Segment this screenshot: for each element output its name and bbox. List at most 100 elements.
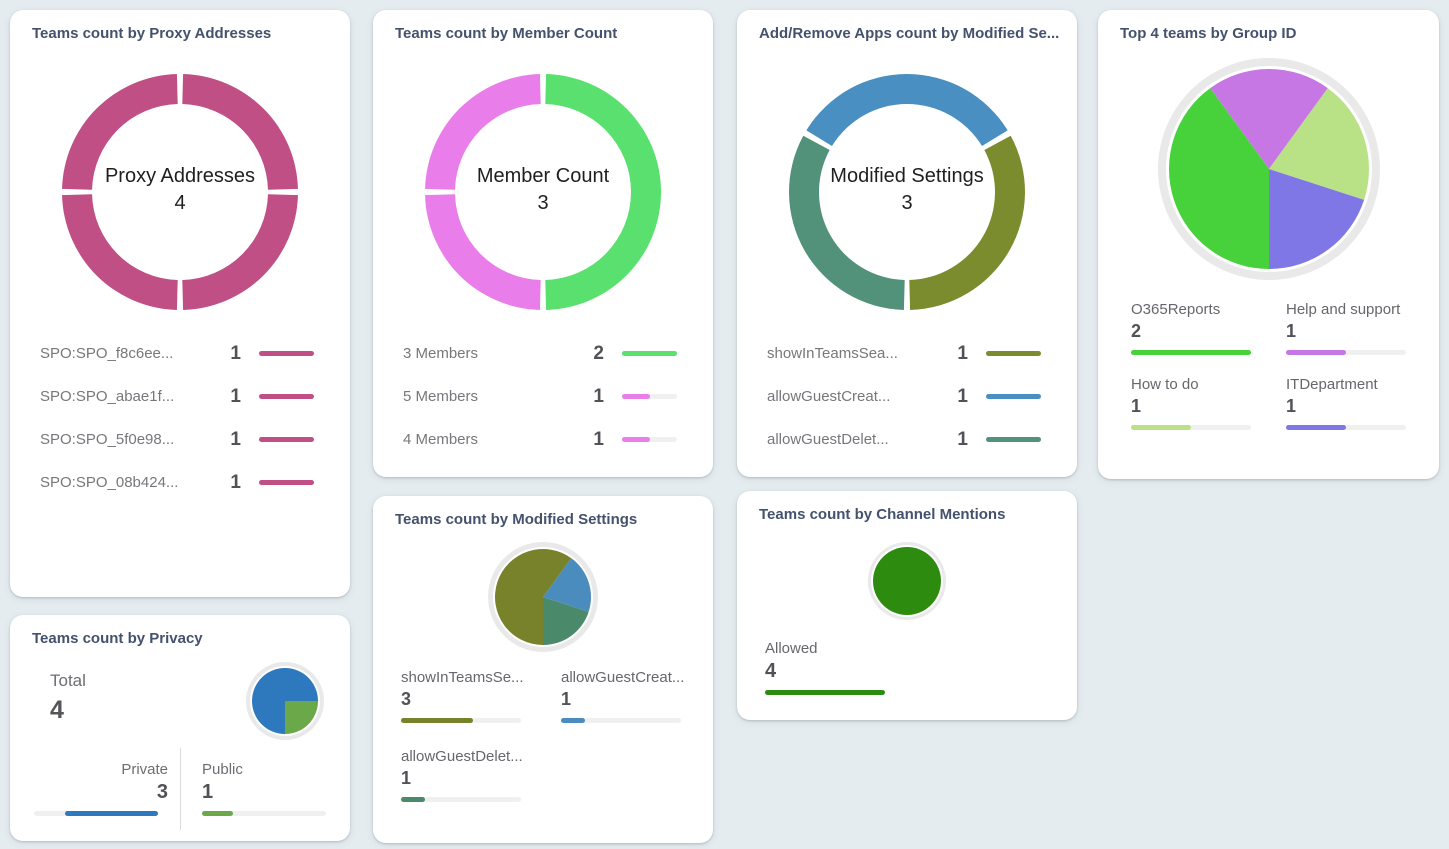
- modified-settings-pie-chart[interactable]: [486, 540, 600, 654]
- legend-bar: [986, 351, 1041, 356]
- legend-value: 1: [957, 342, 968, 364]
- legend-item[interactable]: SPO:SPO_5f0e98... 1: [40, 418, 314, 461]
- legend-bar: [34, 811, 158, 816]
- legend-label: showInTeamsSea...: [767, 345, 898, 362]
- legend-value: 1: [593, 385, 604, 407]
- legend-label: allowGuestDelet...: [767, 431, 889, 448]
- legend-value: 1: [230, 385, 241, 407]
- group-id-pie-chart[interactable]: [1156, 56, 1382, 282]
- legend-item[interactable]: showInTeamsSe... 3: [401, 668, 561, 723]
- legend-item[interactable]: SPO:SPO_f8c6ee... 1: [40, 332, 314, 375]
- proxy-addresses-donut-chart[interactable]: [60, 72, 300, 312]
- card-top-teams-by-group-id: Top 4 teams by Group ID O365Reports 2 He…: [1098, 10, 1439, 479]
- legend-bar: [986, 437, 1041, 442]
- legend-bar: [259, 480, 314, 485]
- legend-bar: [1131, 350, 1251, 355]
- legend-label: ITDepartment: [1286, 376, 1378, 393]
- card-title: Teams count by Channel Mentions: [759, 506, 1006, 523]
- card-teams-by-proxy-addresses: Teams count by Proxy Addresses Proxy Add…: [10, 10, 350, 597]
- legend-bar: [561, 718, 681, 723]
- legend-bar: [259, 394, 314, 399]
- legend-item[interactable]: allowGuestCreat... 1: [561, 668, 713, 723]
- legend-label: 5 Members: [403, 388, 479, 405]
- legend: O365Reports 2 Help and support 1 How to …: [1131, 300, 1408, 430]
- legend-item[interactable]: SPO:SPO_08b424... 1: [40, 461, 314, 504]
- legend-item[interactable]: Help and support 1: [1286, 300, 1408, 355]
- legend-bar: [1286, 350, 1406, 355]
- legend-item[interactable]: showInTeamsSea... 1: [767, 332, 1041, 375]
- legend-value: 1: [593, 428, 604, 450]
- legend-label: SPO:SPO_abae1f...: [40, 388, 175, 405]
- legend-value: 1: [1286, 396, 1297, 416]
- legend-item[interactable]: O365Reports 2: [1131, 300, 1253, 355]
- legend-label: showInTeamsSe...: [401, 669, 524, 686]
- legend-bar: [622, 437, 677, 442]
- legend-item[interactable]: How to do 1: [1131, 375, 1253, 430]
- card-apps-by-modified-settings: Add/Remove Apps count by Modified Se... …: [737, 10, 1077, 477]
- legend-label: Allowed: [765, 640, 818, 657]
- legend-label: SPO:SPO_f8c6ee...: [40, 345, 174, 362]
- card-teams-by-privacy: Teams count by Privacy Total 4 Private 3…: [10, 615, 350, 841]
- legend-item[interactable]: allowGuestCreat... 1: [767, 375, 1041, 418]
- legend-label: allowGuestCreat...: [561, 669, 685, 686]
- legend-bar: [259, 437, 314, 442]
- legend-item[interactable]: allowGuestDelet... 1: [767, 418, 1041, 461]
- card-title: Teams count by Privacy: [32, 630, 203, 647]
- card-title: Add/Remove Apps count by Modified Se...: [759, 25, 1059, 42]
- legend-item[interactable]: 4 Members 1: [403, 418, 677, 461]
- legend-label: Public: [202, 761, 243, 778]
- legend-bar: [765, 690, 885, 695]
- privacy-pie-chart[interactable]: [244, 660, 326, 742]
- legend-value: 1: [202, 781, 214, 803]
- card-title: Teams count by Modified Settings: [395, 511, 638, 528]
- legend-label: Private: [121, 761, 168, 778]
- legend-value: 1: [1131, 396, 1142, 416]
- legend-value: 1: [230, 471, 241, 493]
- legend-label: O365Reports: [1131, 301, 1221, 318]
- legend-label: SPO:SPO_5f0e98...: [40, 431, 175, 448]
- legend-bar: [202, 811, 326, 816]
- modified-settings-donut-chart[interactable]: [787, 72, 1027, 312]
- legend-label: 3 Members: [403, 345, 479, 362]
- legend-value: 1: [957, 385, 968, 407]
- legend-item[interactable]: 3 Members 2: [403, 332, 677, 375]
- legend-bar: [1131, 425, 1251, 430]
- legend-bar: [401, 718, 521, 723]
- legend: showInTeamsSe... 3 allowGuestCreat... 1 …: [401, 668, 713, 802]
- legend-value: 4: [765, 660, 777, 682]
- legend-item[interactable]: ITDepartment 1: [1286, 375, 1408, 430]
- card-teams-by-modified-settings: Teams count by Modified Settings showInT…: [373, 496, 713, 843]
- legend-item[interactable]: allowGuestDelet... 1: [401, 747, 561, 802]
- legend-value: 1: [230, 342, 241, 364]
- legend-value: 3: [156, 781, 168, 803]
- legend-value: 2: [593, 342, 604, 364]
- card-teams-by-member-count: Teams count by Member Count Member Count…: [373, 10, 713, 477]
- legend-label: allowGuestDelet...: [401, 748, 523, 765]
- member-count-donut-chart[interactable]: [423, 72, 663, 312]
- legend-bar: [259, 351, 314, 356]
- legend-label: allowGuestCreat...: [767, 388, 891, 405]
- legend-bar: [401, 797, 521, 802]
- legend-value: 1: [957, 428, 968, 450]
- legend: SPO:SPO_f8c6ee... 1 SPO:SPO_abae1f... 1 …: [40, 332, 314, 504]
- total-label: Total: [50, 671, 86, 690]
- legend-item-private[interactable]: Private 3: [34, 760, 168, 816]
- legend-label: How to do: [1131, 376, 1199, 393]
- legend-item[interactable]: 5 Members 1: [403, 375, 677, 418]
- total-block: Total 4: [50, 671, 86, 725]
- legend-value: 3: [401, 689, 412, 709]
- legend-label: SPO:SPO_08b424...: [40, 474, 179, 491]
- card-title: Teams count by Proxy Addresses: [32, 25, 272, 42]
- channel-mentions-pie-chart[interactable]: [866, 540, 948, 622]
- legend-item-public[interactable]: Public 1: [202, 760, 328, 816]
- card-title: Teams count by Member Count: [395, 25, 618, 42]
- legend-item-allowed[interactable]: Allowed 4: [765, 639, 885, 695]
- card-title: Top 4 teams by Group ID: [1120, 25, 1297, 42]
- legend-value: 1: [230, 428, 241, 450]
- legend-bar: [1286, 425, 1406, 430]
- legend-value: 1: [561, 689, 572, 709]
- legend-item[interactable]: SPO:SPO_abae1f... 1: [40, 375, 314, 418]
- legend-bar: [622, 394, 677, 399]
- legend-value: 2: [1131, 321, 1142, 341]
- card-teams-by-channel-mentions: Teams count by Channel Mentions Allowed …: [737, 491, 1077, 720]
